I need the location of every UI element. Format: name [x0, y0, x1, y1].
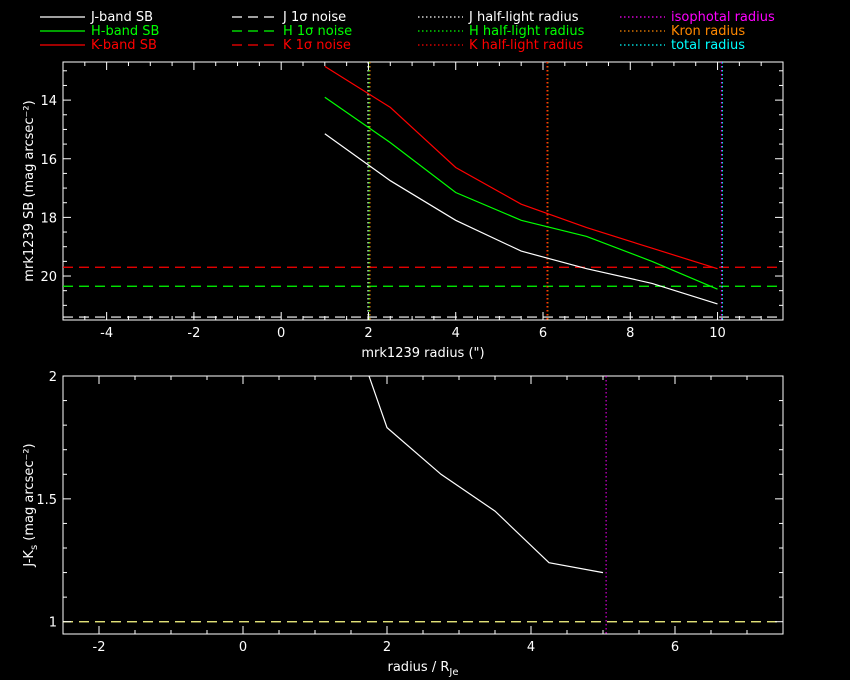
x-tick-label: 8 — [626, 326, 634, 341]
series-line — [324, 65, 718, 270]
y-tick-label: 2 — [49, 370, 57, 385]
legend-label: total radius — [671, 38, 745, 53]
y-axis-label-unit: (mag arcsec⁻²) — [22, 443, 37, 544]
plot-area — [63, 62, 783, 320]
legend-label: H-band SB — [91, 24, 159, 39]
x-tick-label: -4 — [100, 326, 113, 341]
series-line — [324, 96, 718, 290]
series-line — [324, 133, 718, 305]
x-axis-label: mrk1239 radius (") — [361, 346, 484, 361]
y-axis-label: mrk1239 SB (mag arcsec⁻²) — [22, 100, 37, 281]
x-tick-label: 0 — [277, 326, 285, 341]
legend-label: J-band SB — [90, 10, 153, 25]
x-axis-label: radius / RJe — [388, 660, 459, 678]
legend-item: H half-light radius — [418, 24, 585, 39]
x-tick-label: 10 — [709, 326, 726, 341]
y-tick-label: 1 — [49, 616, 57, 631]
y-tick-label: 14 — [40, 94, 57, 109]
legend-item: J half-light radius — [418, 10, 579, 25]
legend-item: H-band SB — [40, 24, 159, 39]
legend-item: K-band SB — [40, 38, 157, 53]
legend-label: K half-light radius — [469, 38, 583, 53]
x-axis-label-main: mrk1239 radius (") — [361, 346, 484, 361]
x-tick-label: 4 — [527, 640, 535, 655]
color-profile-plot: -2 0 2 4 6 1 1.5 2 radius / RJe J-Ks (mag arcsec⁻… — [22, 370, 784, 678]
x-tick-label: 2 — [364, 326, 372, 341]
y-tick-label: 16 — [40, 153, 57, 168]
x-axis-label-sub: Je — [448, 667, 458, 678]
legend-item: total radius — [620, 38, 745, 53]
x-tick-label: 4 — [452, 326, 460, 341]
legend-item: K half-light radius — [418, 38, 583, 53]
x-tick-label: -2 — [93, 640, 106, 655]
legend-item: H 1σ noise — [232, 24, 352, 39]
plot-frame — [62, 375, 784, 635]
legend-item: J 1σ noise — [232, 10, 346, 25]
surface-brightness-plot: -4 -2 0 2 4 6 8 10 14 16 18 20 mrk1239 radius (") mrk… — [22, 61, 784, 361]
legend-label: K 1σ noise — [283, 38, 351, 53]
x-tick-label: 0 — [239, 640, 247, 655]
y-tick-label: 18 — [40, 211, 57, 226]
x-tick-label: 6 — [671, 640, 679, 655]
y-axis-label-main: J-K — [22, 550, 37, 568]
legend-label: H half-light radius — [469, 24, 585, 39]
legend-item: J-band SB — [40, 10, 153, 25]
x-tick-label: 6 — [539, 326, 547, 341]
legend-label: K-band SB — [91, 38, 157, 53]
legend-label: J 1σ noise — [282, 10, 346, 25]
y-axis-label: J-Ks (mag arcsec⁻²) — [22, 443, 40, 567]
legend-item: isophotal radius — [620, 10, 775, 25]
x-tick-label: -2 — [187, 326, 200, 341]
legend-label: Kron radius — [671, 24, 745, 39]
y-tick-label: 20 — [40, 270, 57, 285]
y-tick-label: 1.5 — [36, 493, 57, 508]
legend-item: Kron radius — [620, 24, 745, 39]
y-axis-label-main: mrk1239 SB (mag arcsec⁻²) — [22, 100, 37, 281]
x-tick-label: 2 — [383, 640, 391, 655]
legend-label: H 1σ noise — [283, 24, 352, 39]
legend-label: isophotal radius — [671, 10, 775, 25]
y-axis-label-sub: s — [29, 545, 40, 550]
series-line — [368, 376, 604, 574]
legend-item: K 1σ noise — [232, 38, 351, 53]
legend-label: J half-light radius — [468, 10, 579, 25]
x-axis-label-main: radius / R — [388, 660, 450, 675]
plot-frame — [62, 61, 784, 321]
plot-area — [63, 376, 783, 634]
